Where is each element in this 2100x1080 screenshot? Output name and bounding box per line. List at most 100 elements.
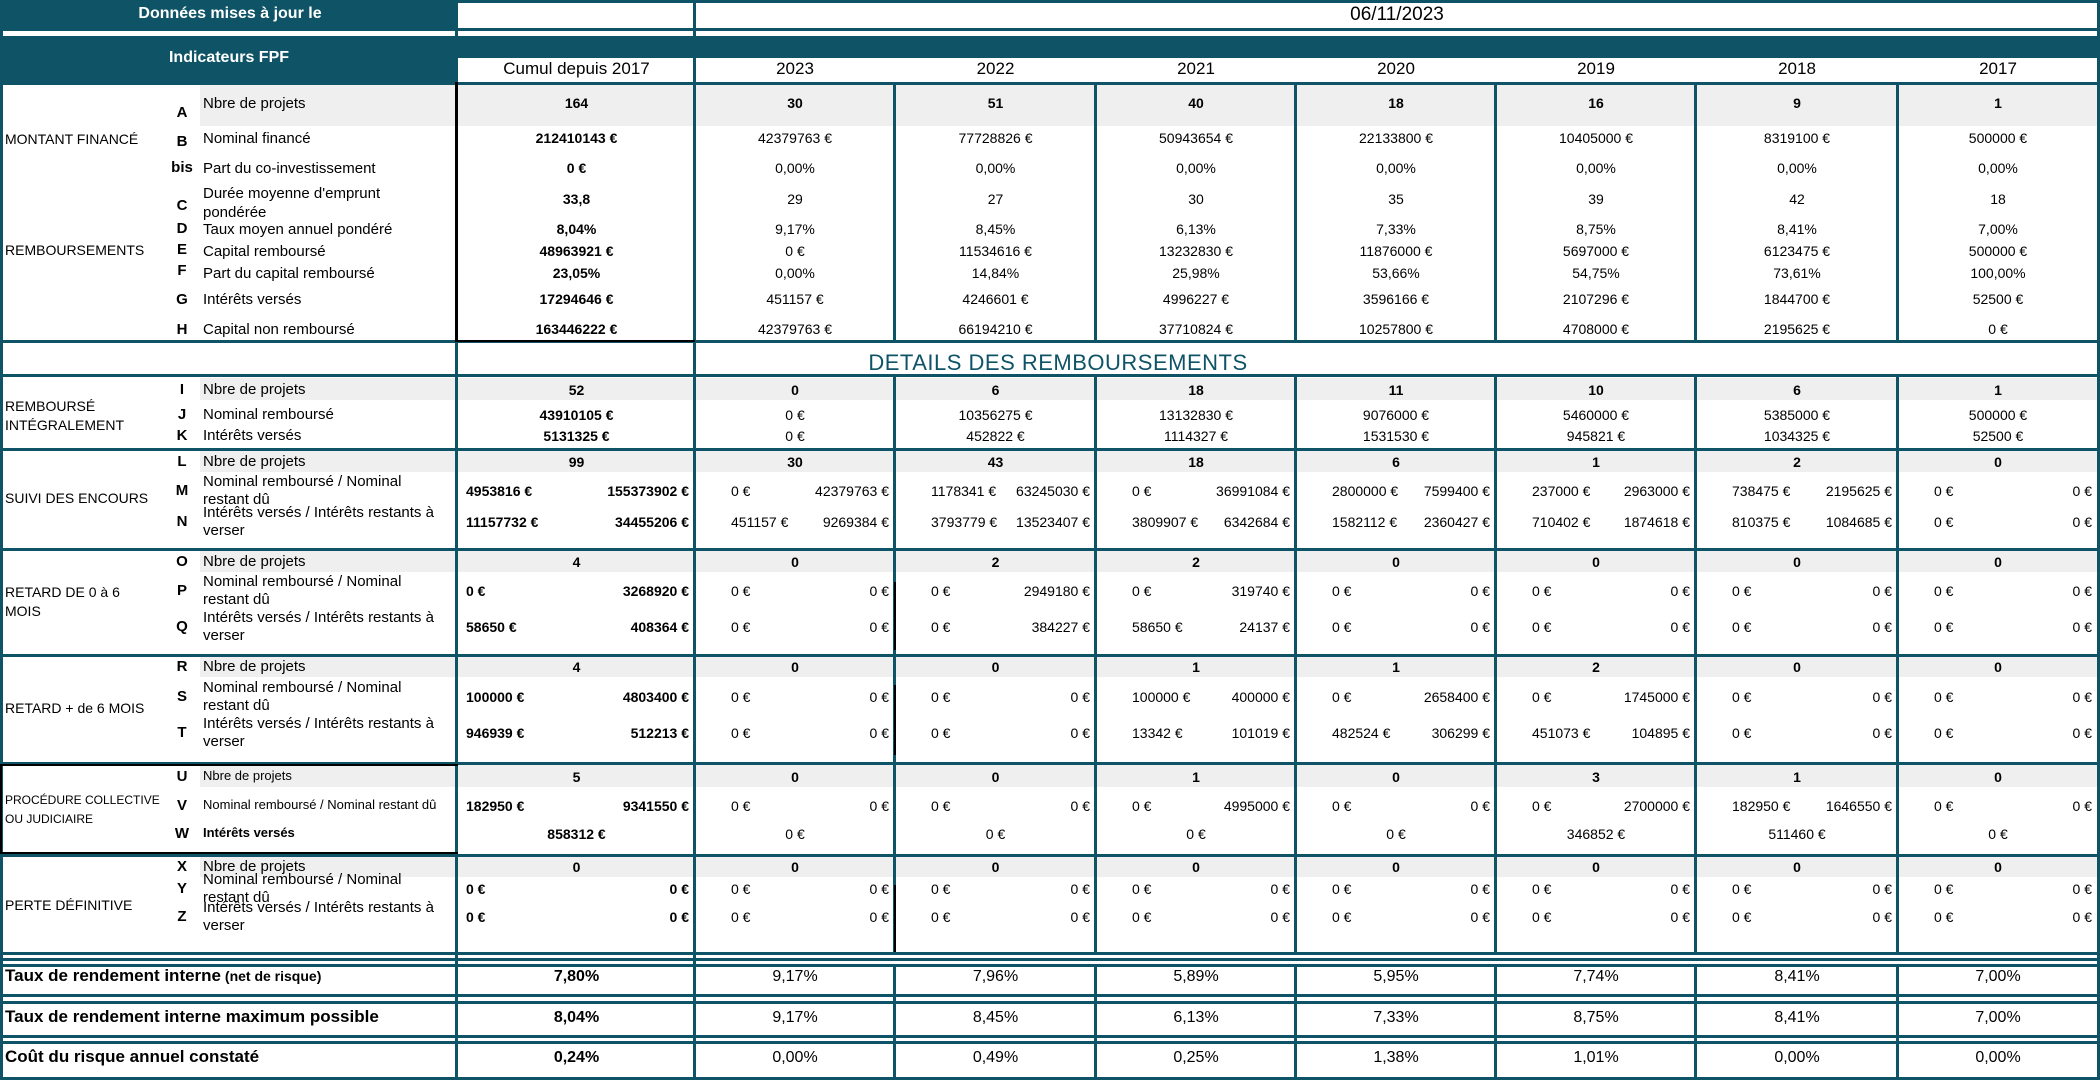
section-1-row-2-remaining-5: 1874618 € xyxy=(1623,514,1690,530)
section-5-row-1-paid-7: 0 € xyxy=(1934,881,1954,897)
section-2-row-0-value-4: 0 xyxy=(1392,554,1400,570)
section-1-row-1-paid-5: 237000 € xyxy=(1532,483,1591,499)
top-value-8-2: 66194210 € xyxy=(958,321,1033,337)
black-proc-box-bottom xyxy=(0,852,458,854)
section-1-row-1-remaining-5: 2963000 € xyxy=(1623,483,1690,499)
top-value-8-5: 4708000 € xyxy=(1562,321,1630,337)
section-5-letter-1: Y xyxy=(176,880,188,897)
section-3-row-1-remaining-4: 2658400 € xyxy=(1423,689,1490,705)
section-1-row-2-remaining-4: 2360427 € xyxy=(1423,514,1490,530)
section-3-row-2-paid-5: 451073 € xyxy=(1532,725,1591,741)
section-5-row-2-label: Intérêts versés / Intérêts restants à ve… xyxy=(203,899,434,934)
section-0-row-1-value-0: 43910105 € xyxy=(539,407,614,423)
section-4-letter-0: U xyxy=(176,768,188,785)
section-5-row-1-remaining-6: 0 € xyxy=(1872,881,1892,897)
v-line-8-b xyxy=(1896,374,1899,952)
bottom-value-1-4: 7,33% xyxy=(1373,1009,1419,1026)
top-value-1-6: 8319100 € xyxy=(1763,130,1831,146)
section-5-row-0-value-4: 0 xyxy=(1392,859,1400,875)
section-2-row-2-paid-0: 58650 € xyxy=(466,619,517,635)
section-0-row-1-value-7: 500000 € xyxy=(1968,407,2028,423)
h-line-10 xyxy=(0,952,2100,955)
section-3-row-1-paid-3: 100000 € xyxy=(1132,689,1191,705)
section-0-row-2-value-0: 5131325 € xyxy=(543,428,610,444)
section-2-row-1-paid-4: 0 € xyxy=(1332,583,1352,599)
section-5-row-0-value-3: 0 xyxy=(1192,859,1200,875)
h-line-4 xyxy=(0,374,2100,377)
top-value-5-4: 11876000 € xyxy=(1359,243,1433,259)
section-2-row-2-remaining-6: 0 € xyxy=(1872,619,1892,635)
top-value-6-2: 14,84% xyxy=(971,265,1020,281)
top-value-7-3: 4996227 € xyxy=(1162,291,1230,307)
section-1-row-1-paid-0: 4953816 € xyxy=(466,483,533,499)
top-label-0: Nbre de projets xyxy=(203,95,306,112)
top-value-1-3: 50943654 € xyxy=(1159,130,1233,146)
section-3-row-2-paid-3: 13342 € xyxy=(1132,725,1183,741)
bottom-value-2-2: 0,49% xyxy=(972,1049,1019,1066)
section-5-row-2-paid-4: 0 € xyxy=(1332,909,1352,925)
h-line-13 xyxy=(0,994,2100,997)
v-line-5-c xyxy=(1294,964,1297,1077)
section-5-row-1-paid-5: 0 € xyxy=(1532,881,1552,897)
column-header-7: 2017 xyxy=(1979,59,2017,78)
section-3-row-1-paid-2: 0 € xyxy=(931,689,951,705)
section-2-row-1-remaining-6: 0 € xyxy=(1872,583,1892,599)
section-0-letter-0: I xyxy=(179,381,185,398)
section-0-row-0-value-2: 6 xyxy=(991,382,1000,398)
v-line-4-b xyxy=(1094,374,1097,952)
top-letter-1: B xyxy=(176,133,188,150)
v-line-3-b xyxy=(893,374,896,952)
top-value-8-6: 2195625 € xyxy=(1763,321,1831,337)
top-value-3-1: 29 xyxy=(787,191,803,207)
section-1-row-1-paid-2: 1178341 € xyxy=(931,483,997,499)
column-header-0: Cumul depuis 2017 xyxy=(503,59,650,78)
section-2-label-1: MOIS xyxy=(5,603,41,619)
section-0-row-0-value-3: 18 xyxy=(1188,382,1204,398)
section-1-row-2-remaining-7: 0 € xyxy=(2072,514,2092,530)
section-3-row-0-value-0: 4 xyxy=(572,659,581,675)
section-3-row-0-value-6: 0 xyxy=(1793,659,1801,675)
section-2-first-row-bg xyxy=(200,550,2098,572)
section-4-row-1-paid-4: 0 € xyxy=(1332,798,1352,814)
v-line-left xyxy=(0,0,3,1080)
section-2-row-1-remaining-4: 0 € xyxy=(1470,583,1490,599)
section-2-row-1-remaining-2: 2949180 € xyxy=(1023,583,1090,599)
section-2-row-2-paid-5: 0 € xyxy=(1532,619,1552,635)
section-1-row-2-paid-0: 11157732 € xyxy=(466,514,539,530)
bottom-label-2: Coût du risque annuel constaté xyxy=(5,1047,260,1066)
section-3-row-2-remaining-6: 0 € xyxy=(1872,725,1892,741)
bottom-value-2-1: 0,00% xyxy=(772,1049,818,1066)
section-5-row-1-remaining-2: 0 € xyxy=(1070,881,1090,897)
section-2-row-2-paid-6: 0 € xyxy=(1732,619,1752,635)
header-indicators-bg xyxy=(2,36,457,82)
section-4-row-1-remaining-6: 1646550 € xyxy=(1825,798,1892,814)
top-value-7-2: 4246601 € xyxy=(962,291,1029,307)
bottom-value-1-1: 9,17% xyxy=(772,1009,818,1026)
v-line-right xyxy=(2097,0,2100,1080)
top-value-7-5: 2107296 € xyxy=(1562,291,1630,307)
section-2-row-1-remaining-3: 319740 € xyxy=(1231,583,1290,599)
top-value-3-3: 30 xyxy=(1188,191,1204,207)
section-3-label: RETARD + de 6 MOIS xyxy=(5,700,145,716)
section-1-row-2-remaining-6: 1084685 € xyxy=(1825,514,1892,530)
updated-date: 06/11/2023 xyxy=(1350,4,1444,25)
section-3-row-2-remaining-1: 0 € xyxy=(869,725,889,741)
top-value-8-0: 163446222 € xyxy=(535,321,618,337)
section-5-row-0-value-7: 0 xyxy=(1994,859,2002,875)
section-1-row-1-paid-1: 0 € xyxy=(731,483,751,499)
section-2-row-2-remaining-7: 0 € xyxy=(2072,619,2092,635)
h-line-5 xyxy=(0,448,2100,451)
top-value-7-6: 1844700 € xyxy=(1763,291,1831,307)
top-value-7-1: 451157 € xyxy=(766,291,824,307)
section-5-label: PERTE DÉFINITIVE xyxy=(5,897,133,913)
section-5-row-1-remaining-0: 0 € xyxy=(669,881,689,897)
section-4-row-2-value-5: 346852 € xyxy=(1566,826,1626,842)
section-2-row-2-paid-4: 0 € xyxy=(1332,619,1352,635)
top-value-4-0: 8,04% xyxy=(556,221,597,237)
v-line-7-a xyxy=(1694,82,1697,340)
section-2-row-1-paid-1: 0 € xyxy=(731,583,751,599)
section-2-row-1-remaining-0: 3268920 € xyxy=(622,583,689,599)
section-5-row-1-paid-1: 0 € xyxy=(731,881,751,897)
section-3-row-1-remaining-7: 0 € xyxy=(2072,689,2092,705)
